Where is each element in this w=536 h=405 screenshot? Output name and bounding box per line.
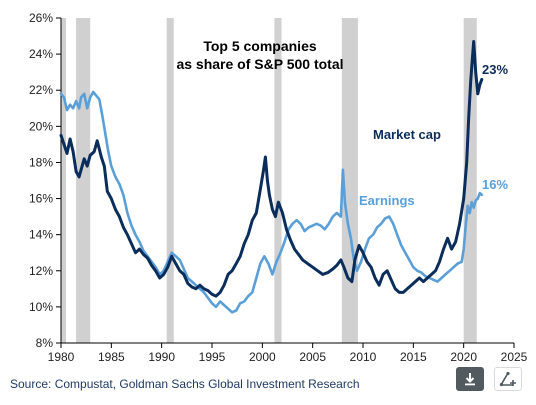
y-tick-label: 16% [29,192,53,206]
y-tick-label: 26% [29,11,53,25]
x-tick-label: 2005 [299,350,326,364]
x-tick-label: 1995 [199,350,226,364]
y-tick-label: 8% [36,336,54,350]
recession-band-2 [166,18,174,343]
series-label-market-cap: Market cap [373,127,441,142]
end-label-market-cap: 23% [482,62,508,77]
y-tick-label: 14% [29,228,53,242]
end-label-earnings: 16% [482,177,508,192]
x-tick-label: 2025 [501,350,528,364]
axes [60,18,514,344]
x-ticks: 1980 1985 1990 1995 2000 2005 2010 2015 2020 2025 [48,343,528,364]
x-tick-label: 2020 [450,350,477,364]
series-line-earnings [59,90,484,314]
recession-band-3 [274,18,282,343]
y-tick-label: 12% [29,264,53,278]
y-tick-label: 18% [29,155,53,169]
x-tick-label: 2010 [350,350,377,364]
series-lines [59,40,484,314]
source-note: Source: Compustat, Goldman Sachs Global … [10,377,360,391]
download-button[interactable] [456,367,484,391]
x-tick-label: 1990 [148,350,175,364]
x-tick-label: 1985 [98,350,125,364]
recession-band-5 [463,18,477,343]
recession-band-1 [76,18,91,343]
y-ticks: 8% 10% 12% 14% 16% 18% 20% 22% 24% 26% [29,11,61,350]
x-tick-label: 1980 [48,350,75,364]
y-tick-label: 20% [29,119,53,133]
download-icon [465,373,475,386]
series-line-market-cap [59,40,484,298]
recession-band-0 [61,18,67,343]
chart-title: Top 5 companies as share of S&P 500 tota… [176,38,343,72]
x-tick-label: 2000 [249,350,276,364]
y-tick-label: 22% [29,83,53,97]
share-icon [499,371,516,387]
x-tick-label: 2015 [400,350,427,364]
y-tick-label: 10% [29,300,53,314]
series-label-earnings: Earnings [359,193,415,208]
chart-title-line-2: as share of S&P 500 total [176,56,343,72]
chart-title-line-1: Top 5 companies [203,38,317,54]
y-tick-label: 24% [29,47,53,61]
share-button[interactable] [494,367,522,391]
